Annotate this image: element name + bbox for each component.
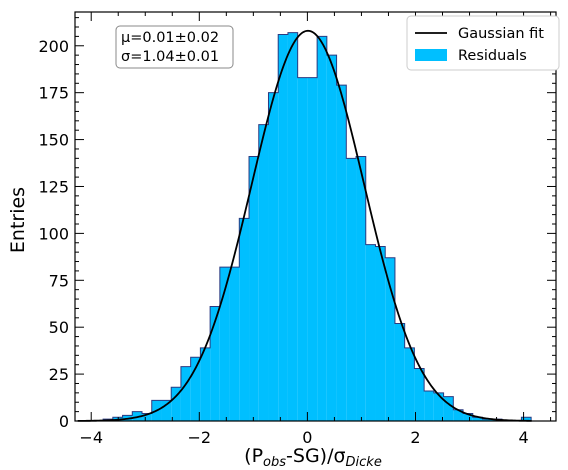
- histogram-bar: [336, 85, 347, 421]
- x-axis-title-part1: (P: [244, 445, 263, 467]
- histogram-bar: [463, 413, 473, 421]
- histogram-bar: [142, 413, 152, 421]
- histogram-bar: [443, 396, 454, 421]
- x-tick-label: −2: [188, 428, 212, 447]
- y-tick-label: 25: [49, 365, 69, 384]
- histogram-bar: [190, 357, 201, 421]
- histogram-bar: [180, 366, 191, 421]
- histogram-bar: [346, 158, 357, 421]
- x-axis-title-sub2: Dicke: [346, 455, 382, 470]
- legend: Gaussian fit Residuals: [406, 15, 560, 71]
- histogram-bar: [287, 32, 298, 422]
- histogram-bar: [433, 392, 444, 421]
- axis-tick-labels: −4 −2 0 2 4 0 25 50 75 100 125 150 175 200: [38, 37, 528, 447]
- y-tick-label: 50: [49, 318, 69, 337]
- histogram-bar: [404, 347, 415, 421]
- legend-patch-swatch: [415, 49, 447, 61]
- y-tick-label: 0: [59, 412, 69, 431]
- histogram-bar: [394, 323, 405, 421]
- histogram-bar: [317, 36, 327, 422]
- histogram-bar: [161, 400, 172, 421]
- histogram-bar: [307, 77, 318, 422]
- histogram-bar: [229, 267, 240, 421]
- stats-box-frame: [115, 25, 234, 69]
- stats-sigma: σ=1.04±0.01: [121, 49, 219, 65]
- histogram-bar: [472, 417, 483, 421]
- x-axis-title-sub1: obs: [263, 455, 286, 470]
- gaussian-fit-curve: [77, 29, 532, 422]
- stats-box: μ=0.01±0.02 σ=1.04±0.01: [115, 25, 234, 69]
- y-tick-label: 75: [49, 271, 69, 290]
- histogram-bar: [210, 306, 220, 421]
- histogram-bar: [365, 244, 376, 421]
- y-tick-label: 150: [38, 131, 69, 150]
- x-tick-label: 2: [410, 428, 420, 447]
- histogram-bar: [424, 390, 434, 421]
- x-tick-label: −4: [79, 428, 103, 447]
- histogram-bar: [171, 387, 181, 421]
- histogram-bar: [258, 124, 269, 421]
- legend-label-residuals: Residuals: [458, 48, 527, 64]
- plot-frame: [74, 11, 557, 422]
- y-axis-title: Entries: [7, 187, 29, 253]
- x-tick-label: 0: [302, 428, 312, 447]
- x-tick-label: 4: [518, 428, 528, 447]
- histogram-bar: [482, 419, 493, 421]
- histogram-bars: [102, 32, 532, 422]
- histogram-bar: [200, 347, 211, 421]
- x-axis-title: (Pobs-SG)/σDicke: [244, 445, 382, 470]
- legend-label-fit: Gaussian fit: [458, 26, 544, 42]
- histogram-bar: [385, 257, 395, 421]
- histogram-bar: [414, 368, 425, 421]
- y-tick-label: 125: [38, 177, 69, 196]
- y-tick-label: 200: [38, 37, 69, 56]
- histogram-bar: [219, 267, 230, 421]
- x-axis-title-part2: -SG)/σ: [286, 445, 346, 467]
- y-tick-label: 100: [38, 224, 69, 243]
- stats-mu: μ=0.01±0.02: [121, 30, 219, 46]
- histogram-bar: [249, 156, 259, 421]
- histogram-bar: [297, 77, 308, 422]
- histogram-bar: [278, 34, 288, 421]
- histogram-bar: [356, 156, 366, 421]
- histogram-bar: [375, 246, 386, 421]
- histogram-bar: [268, 92, 279, 421]
- histogram-bar: [453, 409, 464, 421]
- histogram-bar: [521, 417, 532, 421]
- histogram-bar: [326, 55, 337, 422]
- y-tick-label: 175: [38, 84, 69, 103]
- histogram-bar: [239, 218, 250, 421]
